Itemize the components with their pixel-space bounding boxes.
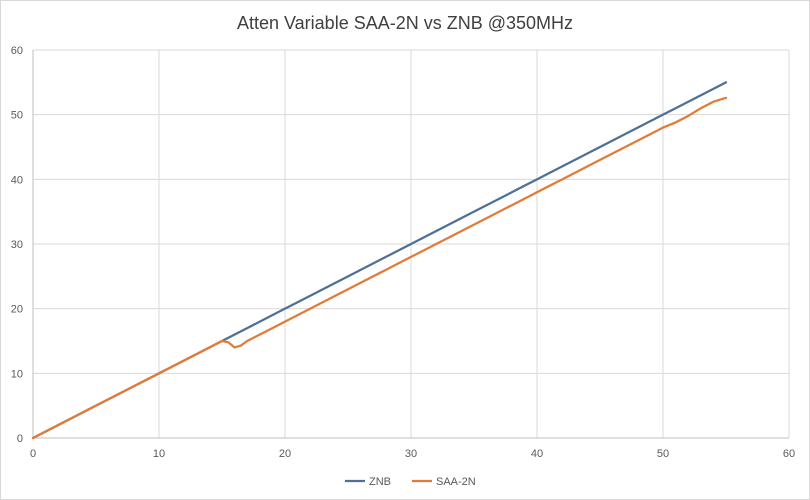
chart-title: Atten Variable SAA-2N vs ZNB @350MHz	[237, 13, 573, 33]
series-line-saa-2n	[31, 96, 728, 440]
y-tick-label: 60	[11, 45, 23, 57]
legend-label-znb: ZNB	[369, 476, 391, 488]
x-tick-label: 0	[30, 448, 36, 460]
legend: ZNB SAA-2N	[345, 476, 476, 488]
legend-label-saa-2n: SAA-2N	[436, 476, 476, 488]
x-tick-label: 10	[153, 448, 165, 460]
y-tick-label: 0	[17, 433, 23, 445]
y-tick-label: 40	[11, 174, 23, 186]
x-tick-label: 30	[405, 448, 417, 460]
x-tick-label: 20	[279, 448, 291, 460]
y-axis-tick-labels: 0 10 20 30 40 50 60	[11, 45, 23, 445]
x-axis-tick-labels: 0 10 20 30 40 50 60	[30, 448, 795, 460]
axes	[32, 50, 789, 439]
x-tick-label: 50	[657, 448, 669, 460]
y-tick-label: 30	[11, 239, 23, 251]
y-tick-label: 50	[11, 110, 23, 122]
y-tick-label: 20	[11, 304, 23, 316]
y-tick-label: 10	[11, 368, 23, 380]
x-tick-label: 40	[531, 448, 543, 460]
series-lines	[31, 81, 728, 440]
x-tick-label: 60	[783, 448, 795, 460]
